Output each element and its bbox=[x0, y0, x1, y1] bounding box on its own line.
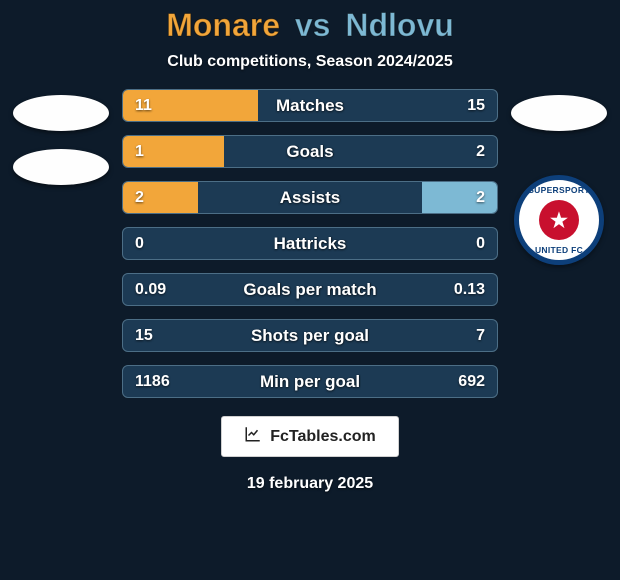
star-icon: ★ bbox=[539, 200, 579, 240]
avatar bbox=[13, 95, 109, 131]
stat-value-left: 11 bbox=[135, 97, 152, 115]
avatar bbox=[13, 149, 109, 185]
club-logo: SUPERSPORT ★ UNITED FC bbox=[514, 175, 604, 265]
stat-value-left: 0.09 bbox=[135, 281, 166, 299]
club-top-text: SUPERSPORT bbox=[528, 185, 590, 195]
stat-value-right: 0.13 bbox=[454, 281, 485, 299]
stat-bar: 1 Goals 2 bbox=[122, 135, 498, 168]
stat-bars: 11 Matches 15 1 Goals 2 2 Assists 2 0 Hattricks 0 0.… bbox=[122, 89, 498, 398]
right-column: SUPERSPORT ★ UNITED FC bbox=[504, 89, 614, 265]
stat-value-left: 1 bbox=[135, 143, 144, 161]
stat-value-right: 15 bbox=[467, 97, 485, 115]
stat-bar: 15 Shots per goal 7 bbox=[122, 319, 498, 352]
stat-value-right: 692 bbox=[458, 373, 485, 391]
stat-label: Goals bbox=[286, 142, 333, 162]
stat-label: Shots per goal bbox=[251, 326, 369, 346]
avatar bbox=[511, 95, 607, 131]
chart-icon bbox=[244, 425, 262, 448]
stat-value-left: 15 bbox=[135, 327, 153, 345]
stat-value-left: 0 bbox=[135, 235, 144, 253]
stat-value-left: 1186 bbox=[135, 373, 170, 391]
stat-label: Hattricks bbox=[274, 234, 347, 254]
bar-fill-right bbox=[422, 182, 497, 213]
title-vs: vs bbox=[295, 7, 331, 43]
stat-value-right: 7 bbox=[476, 327, 485, 345]
club-bottom-text: UNITED FC bbox=[535, 245, 583, 255]
player1-name: Monare bbox=[166, 7, 280, 43]
stat-label: Matches bbox=[276, 96, 344, 116]
left-column bbox=[6, 89, 116, 185]
brand-badge[interactable]: FcTables.com bbox=[221, 416, 399, 457]
comparison-title: Monare vs Ndlovu bbox=[166, 8, 454, 43]
stat-bar: 1186 Min per goal 692 bbox=[122, 365, 498, 398]
stat-bar: 11 Matches 15 bbox=[122, 89, 498, 122]
stat-value-right: 2 bbox=[476, 189, 485, 207]
player2-name: Ndlovu bbox=[345, 7, 453, 43]
stat-bar: 0.09 Goals per match 0.13 bbox=[122, 273, 498, 306]
stat-label: Assists bbox=[280, 188, 340, 208]
stat-value-left: 2 bbox=[135, 189, 144, 207]
stat-bar: 0 Hattricks 0 bbox=[122, 227, 498, 260]
stat-label: Goals per match bbox=[243, 280, 376, 300]
stat-value-right: 2 bbox=[476, 143, 485, 161]
subtitle: Club competitions, Season 2024/2025 bbox=[167, 53, 452, 71]
stat-value-right: 0 bbox=[476, 235, 485, 253]
footer-date: 19 february 2025 bbox=[247, 475, 373, 493]
stat-label: Min per goal bbox=[260, 372, 360, 392]
brand-label: FcTables.com bbox=[270, 428, 376, 446]
main-row: 11 Matches 15 1 Goals 2 2 Assists 2 0 Hattricks 0 0.… bbox=[0, 89, 620, 398]
stat-bar: 2 Assists 2 bbox=[122, 181, 498, 214]
